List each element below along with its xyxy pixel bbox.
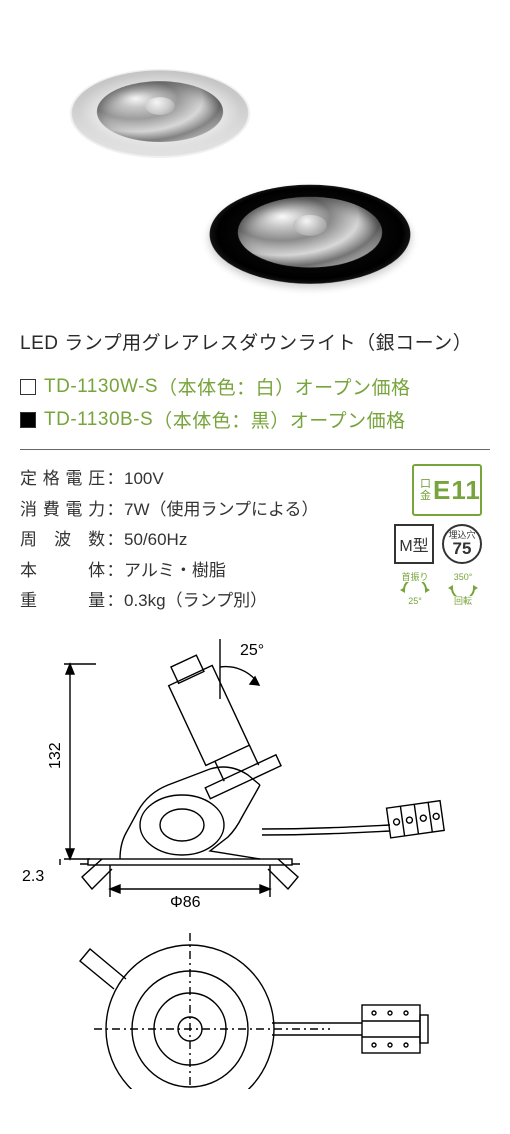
flange-h-label: 2.3 — [22, 868, 44, 885]
lamp-hole — [145, 97, 176, 115]
tilt-arrows-icon — [398, 582, 432, 596]
char: 金 — [420, 490, 431, 502]
diameter-label: Φ86 — [170, 894, 201, 911]
swatch-black-icon — [20, 412, 36, 428]
spec-value: 0.3kg（ランプ別） — [124, 586, 390, 617]
spec-value: 50/60Hz — [124, 525, 390, 556]
variant-body: （本体色：白） — [158, 373, 295, 400]
colon: ： — [106, 556, 124, 587]
angle-label: 25° — [240, 642, 264, 659]
spec-label: 本 体 — [20, 556, 106, 587]
product-image-black — [201, 185, 420, 284]
spec-value: アルミ・樹脂 — [124, 556, 390, 587]
spec-label: 消費電力 — [20, 495, 106, 526]
m-type-badge: M型 — [394, 524, 434, 564]
colon: ： — [106, 525, 124, 556]
height-label: 132 — [47, 742, 64, 769]
rotate-arrows-icon — [446, 582, 480, 596]
variant-model: TD-1130B-S — [44, 409, 153, 431]
lamp-hole — [293, 215, 328, 236]
rotation-badges: 首振り 25° 350° 回転 — [396, 572, 482, 606]
variant-body: （本体色：黒） — [153, 406, 290, 433]
spec-label: 重 量 — [20, 586, 106, 617]
hole-size-badge: 埋込穴 75 — [442, 524, 482, 564]
spec-row: 重 量 ： 0.3kg（ランプ別） — [20, 586, 390, 617]
colon: ： — [106, 495, 124, 526]
socket-code: E11 — [433, 475, 481, 506]
socket-prefix: 口 金 — [420, 478, 431, 502]
variant-row: TD-1130B-S （本体色：黒） オープン価格 — [20, 406, 490, 433]
variant-model: TD-1130W-S — [44, 376, 158, 398]
section-divider — [20, 449, 490, 450]
dimension-diagram: 25° 132 2.3 Φ86 — [0, 629, 510, 1089]
hole-value: 75 — [453, 540, 472, 557]
spec-value: 100V — [124, 464, 390, 495]
socket-badge: 口 金 E11 — [412, 464, 482, 516]
rotate-value: 350° — [454, 573, 473, 582]
badge-row: M型 埋込穴 75 — [394, 524, 482, 564]
spec-row: 周波数 ： 50/60Hz — [20, 525, 390, 556]
product-image-white — [62, 69, 257, 158]
spec-label: 周波数 — [20, 525, 106, 556]
char: 口 — [420, 478, 431, 490]
product-images — [0, 0, 510, 300]
colon: ： — [106, 464, 124, 495]
variant-row: TD-1130W-S （本体色：白） オープン価格 — [20, 373, 490, 400]
variant-price: オープン価格 — [295, 373, 411, 400]
tilt-label: 首振り — [401, 573, 428, 582]
colon: ： — [106, 586, 124, 617]
reflector — [233, 197, 387, 268]
spec-label: 定格電圧 — [20, 464, 106, 495]
product-title: LED ランプ用グレアレスダウンライト（銀コーン） — [20, 328, 490, 355]
spec-row: 本 体 ： アルミ・樹脂 — [20, 556, 390, 587]
spec-row: 定格電圧 ： 100V — [20, 464, 390, 495]
tilt-badge: 首振り 25° — [396, 572, 434, 606]
tilt-value: 25° — [408, 597, 422, 606]
badge-column: 口 金 E11 M型 埋込穴 75 首振り — [390, 464, 490, 606]
spec-table: 定格電圧 ： 100V 消費電力 ： 7W（使用ランプによる） 周波数 ： 50… — [20, 464, 390, 617]
spec-row: 消費電力 ： 7W（使用ランプによる） — [20, 495, 390, 526]
reflector — [93, 81, 227, 143]
swatch-white-icon — [20, 379, 36, 395]
variant-price: オープン価格 — [290, 406, 406, 433]
rotate-badge: 350° 回転 — [444, 572, 482, 606]
spec-value: 7W（使用ランプによる） — [124, 495, 390, 526]
rotate-label: 回転 — [454, 597, 472, 606]
